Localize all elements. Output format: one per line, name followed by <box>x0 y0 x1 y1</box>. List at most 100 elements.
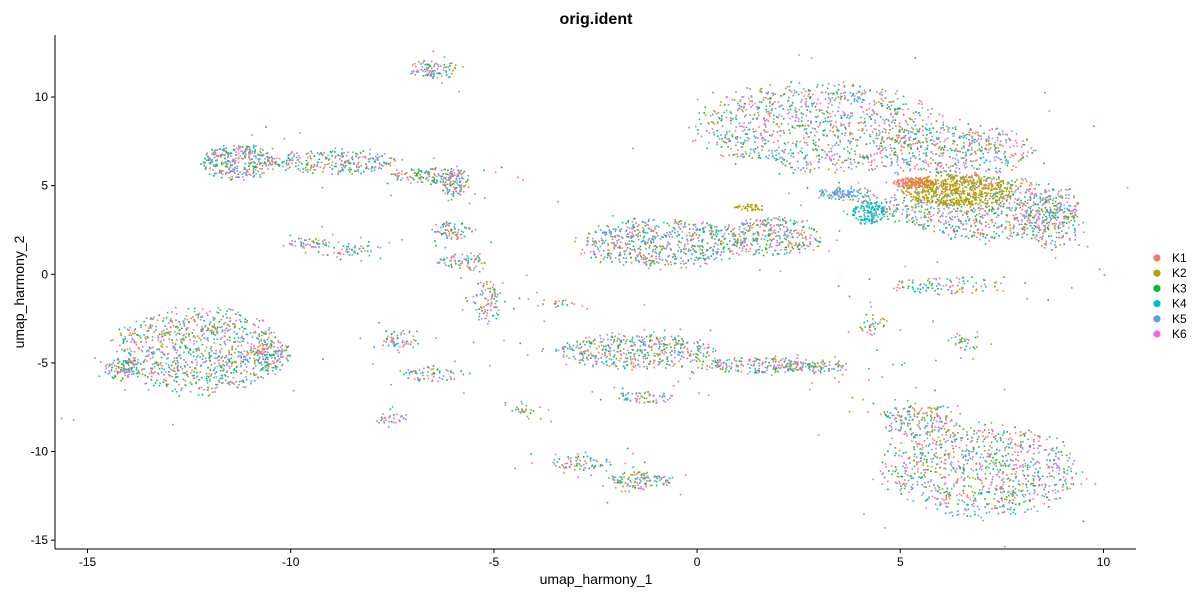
data-point <box>246 333 249 336</box>
data-point <box>766 131 769 133</box>
data-point <box>561 464 563 466</box>
data-point <box>724 141 726 144</box>
data-point <box>762 223 764 225</box>
data-point <box>822 367 824 369</box>
data-point <box>859 136 862 139</box>
data-point <box>117 365 120 368</box>
data-point <box>617 479 619 482</box>
data-point <box>686 348 689 350</box>
data-point <box>183 325 186 327</box>
data-point <box>460 233 462 236</box>
data-point <box>817 145 820 148</box>
data-point <box>703 112 705 114</box>
data-point <box>231 170 233 172</box>
data-point <box>220 377 223 380</box>
data-point <box>624 361 627 363</box>
data-point <box>203 320 205 322</box>
data-point <box>185 315 188 317</box>
data-point <box>800 368 803 370</box>
data-point <box>844 159 846 162</box>
data-point <box>619 353 622 355</box>
data-point <box>618 229 621 232</box>
data-point <box>756 118 758 120</box>
data-point <box>630 473 632 476</box>
data-point <box>257 349 260 352</box>
data-point <box>265 165 268 167</box>
data-point <box>270 163 272 166</box>
data-point <box>486 283 488 285</box>
data-point <box>439 72 442 75</box>
data-point <box>233 361 236 364</box>
data-point <box>340 163 342 165</box>
data-point <box>640 341 643 343</box>
data-point <box>264 366 267 369</box>
data-point <box>234 348 237 351</box>
data-point <box>802 244 805 247</box>
data-point <box>706 365 708 367</box>
data-point <box>129 361 132 363</box>
data-point <box>648 259 651 262</box>
data-point <box>228 168 230 171</box>
data-point <box>153 365 156 368</box>
data-point <box>355 170 357 172</box>
data-point <box>776 242 779 244</box>
data-point <box>794 109 796 112</box>
data-point <box>784 234 787 236</box>
data-point <box>173 359 176 362</box>
data-point <box>747 363 749 366</box>
data-point <box>455 263 457 265</box>
data-point <box>385 163 387 166</box>
data-point <box>221 374 223 377</box>
data-point <box>724 371 727 373</box>
data-point <box>232 148 235 151</box>
data-point <box>742 130 744 132</box>
data-point <box>193 310 196 313</box>
data-point <box>648 362 651 364</box>
data-point <box>207 386 209 389</box>
data-point <box>207 366 209 369</box>
data-point <box>210 373 213 376</box>
data-point <box>758 362 760 365</box>
data-point <box>828 150 830 153</box>
data-point <box>701 245 703 247</box>
data-point <box>785 221 788 223</box>
data-point <box>819 241 821 244</box>
data-point <box>273 346 275 348</box>
data-point <box>215 383 217 386</box>
data-point <box>742 230 744 233</box>
data-point <box>662 482 664 485</box>
data-point <box>195 348 197 350</box>
data-point <box>208 353 210 356</box>
data-point <box>884 165 886 168</box>
data-point <box>604 354 606 357</box>
data-point <box>729 251 731 253</box>
data-point <box>660 245 662 248</box>
data-point <box>709 114 712 117</box>
data-point <box>882 118 884 121</box>
data-point <box>225 355 228 358</box>
data-point <box>237 148 239 151</box>
data-point <box>609 347 611 350</box>
data-point <box>451 174 454 176</box>
data-point <box>657 262 660 264</box>
data-point <box>798 243 801 246</box>
data-point <box>605 349 608 352</box>
data-point <box>412 335 414 337</box>
data-point <box>244 386 247 389</box>
data-point <box>655 402 657 404</box>
data-point <box>805 164 808 166</box>
data-point <box>240 365 242 367</box>
data-point <box>213 150 216 152</box>
data-point <box>119 344 121 347</box>
data-point <box>238 176 240 179</box>
data-point <box>931 139 933 141</box>
data-point <box>375 156 377 158</box>
data-point <box>261 167 263 170</box>
data-point <box>748 155 750 157</box>
data-point <box>732 253 734 255</box>
data-point <box>268 161 271 164</box>
data-point <box>297 164 300 167</box>
data-point <box>798 120 800 123</box>
data-point <box>464 184 467 187</box>
data-point <box>260 339 262 342</box>
